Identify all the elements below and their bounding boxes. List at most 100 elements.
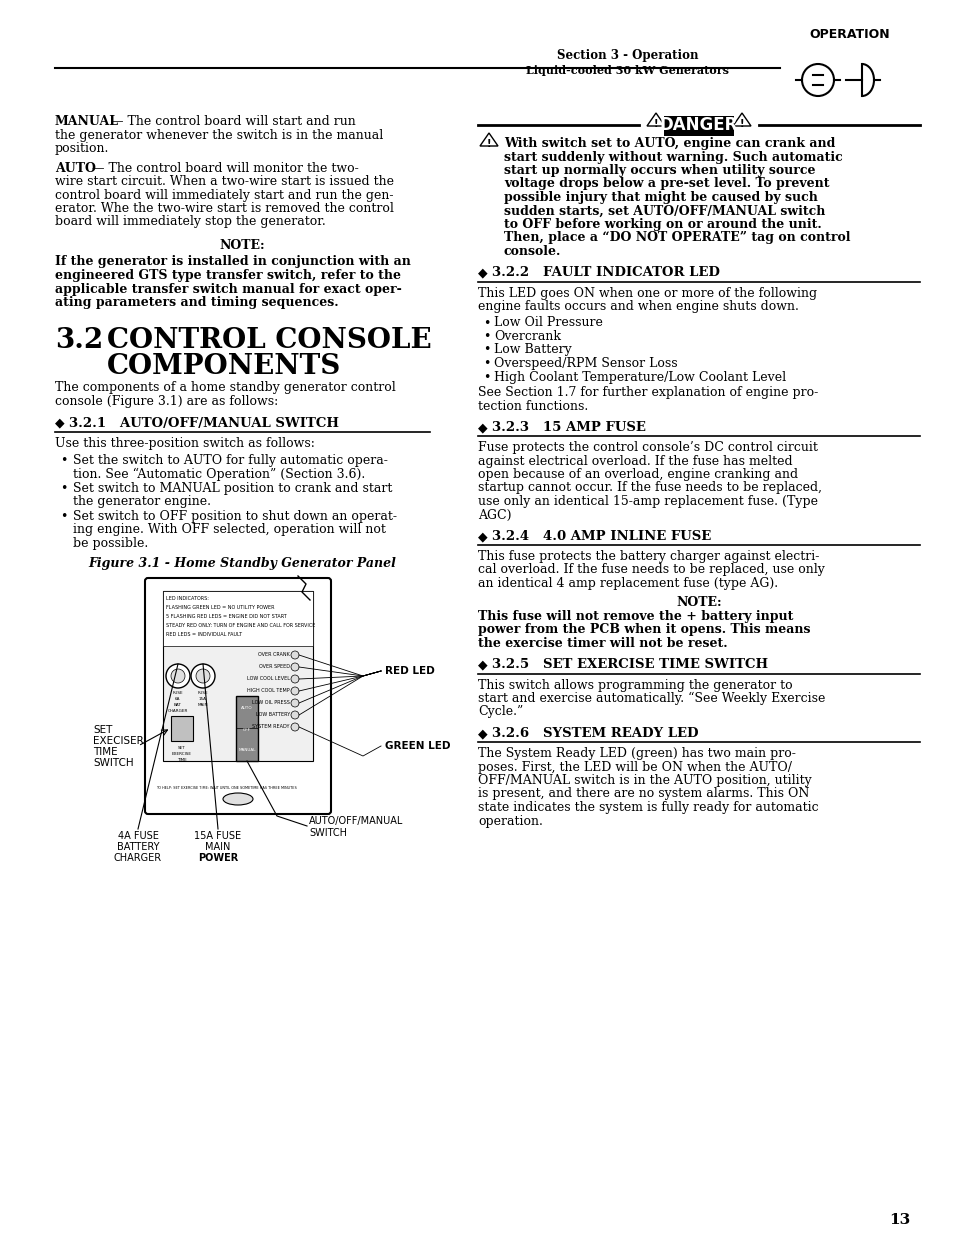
Text: If the generator is installed in conjunction with an: If the generator is installed in conjunc…: [55, 256, 411, 268]
Text: HIGH COOL TEMP: HIGH COOL TEMP: [247, 688, 290, 694]
Text: Fuse protects the control console’s DC control circuit: Fuse protects the control console’s DC c…: [477, 441, 817, 454]
Text: Set switch to MANUAL position to crank and start: Set switch to MANUAL position to crank a…: [73, 482, 392, 495]
Text: ating parameters and timing sequences.: ating parameters and timing sequences.: [55, 296, 338, 309]
Text: state indicates the system is fully ready for automatic: state indicates the system is fully read…: [477, 802, 818, 814]
Text: possible injury that might be caused by such: possible injury that might be caused by …: [503, 191, 817, 204]
Text: POWER: POWER: [197, 853, 238, 863]
Text: LOW OIL PRESS: LOW OIL PRESS: [252, 700, 290, 705]
Text: TO HELP: SET EXERCISE TIME: WAIT UNTIL ONE SOMETIME HAS THREE MINUTES: TO HELP: SET EXERCISE TIME: WAIT UNTIL O…: [156, 785, 296, 790]
Text: EXECISER: EXECISER: [92, 736, 144, 746]
Text: 13: 13: [888, 1213, 910, 1228]
Text: RED LEDS = INDIVIDUAL FAULT: RED LEDS = INDIVIDUAL FAULT: [166, 632, 242, 637]
Text: the exercise timer will not be reset.: the exercise timer will not be reset.: [477, 637, 727, 650]
Text: BATTERY: BATTERY: [116, 842, 159, 852]
Text: Use this three-position switch as follows:: Use this three-position switch as follow…: [55, 437, 314, 451]
Text: Liquid-cooled 30 kW Generators: Liquid-cooled 30 kW Generators: [526, 64, 729, 75]
Text: 6A: 6A: [175, 697, 180, 701]
Text: the generator whenever the switch is in the manual: the generator whenever the switch is in …: [55, 128, 383, 142]
Text: poses. First, the LED will be ON when the AUTO/: poses. First, the LED will be ON when th…: [477, 761, 791, 773]
Text: •: •: [482, 370, 490, 384]
Text: console.: console.: [503, 245, 560, 258]
Bar: [663, 116, 733, 136]
Text: applicable transfer switch manual for exact oper-: applicable transfer switch manual for ex…: [55, 283, 401, 295]
Text: 3.2.6   SYSTEM READY LED: 3.2.6 SYSTEM READY LED: [492, 727, 698, 740]
Text: MAIN: MAIN: [197, 703, 208, 706]
Text: OVER CRANK: OVER CRANK: [258, 652, 290, 657]
Polygon shape: [646, 112, 664, 126]
Text: ◆: ◆: [477, 530, 487, 543]
Text: With switch set to AUTO, engine can crank and: With switch set to AUTO, engine can cran…: [503, 137, 835, 149]
Text: use only an identical 15-amp replacement fuse. (Type: use only an identical 15-amp replacement…: [477, 495, 817, 508]
Text: The System Ready LED (green) has two main pro-: The System Ready LED (green) has two mai…: [477, 747, 795, 760]
Text: This fuse protects the battery charger against electri-: This fuse protects the battery charger a…: [477, 550, 819, 563]
Text: Low Oil Pressure: Low Oil Pressure: [494, 316, 602, 330]
Text: RED LED: RED LED: [385, 666, 435, 676]
Circle shape: [291, 699, 298, 706]
Text: NOTE:: NOTE:: [219, 240, 265, 252]
Text: COMPONENTS: COMPONENTS: [107, 353, 341, 380]
Text: CHARGER: CHARGER: [113, 853, 162, 863]
Circle shape: [191, 664, 214, 688]
Text: to OFF before working on or around the unit.: to OFF before working on or around the u…: [503, 219, 821, 231]
Text: — The control board will monitor the two-: — The control board will monitor the two…: [91, 162, 358, 174]
Text: This fuse will not remove the + battery input: This fuse will not remove the + battery …: [477, 610, 793, 622]
Text: GREEN LED: GREEN LED: [385, 741, 450, 751]
Text: See Section 1.7 for further explanation of engine pro-: See Section 1.7 for further explanation …: [477, 387, 818, 399]
Text: an identical 4 amp replacement fuse (type AG).: an identical 4 amp replacement fuse (typ…: [477, 577, 778, 590]
Text: Figure 3.1 - Home Standby Generator Panel: Figure 3.1 - Home Standby Generator Pane…: [89, 557, 396, 571]
Text: OPERATION: OPERATION: [809, 28, 889, 42]
Text: power from the PCB when it opens. This means: power from the PCB when it opens. This m…: [477, 624, 810, 636]
Circle shape: [171, 669, 185, 683]
Text: console (Figure 3.1) are as follows:: console (Figure 3.1) are as follows:: [55, 395, 278, 408]
Text: engine faults occurs and when engine shuts down.: engine faults occurs and when engine shu…: [477, 300, 798, 312]
Text: start suddenly without warning. Such automatic: start suddenly without warning. Such aut…: [503, 151, 841, 163]
Text: 3.2.2   FAULT INDICATOR LED: 3.2.2 FAULT INDICATOR LED: [492, 267, 720, 279]
Text: OVER SPEED: OVER SPEED: [258, 664, 290, 669]
Text: 3.2: 3.2: [55, 327, 103, 354]
Text: •: •: [60, 510, 68, 522]
Text: FLASHING GREEN LED = NO UTILITY POWER: FLASHING GREEN LED = NO UTILITY POWER: [166, 605, 274, 610]
Circle shape: [291, 687, 298, 695]
Text: !: !: [653, 119, 658, 128]
Circle shape: [291, 722, 298, 731]
Polygon shape: [479, 133, 497, 146]
Text: Cycle.”: Cycle.”: [477, 705, 522, 719]
Bar: [235, 697, 257, 761]
Text: Then, place a “DO NOT OPERATE” tag on control: Then, place a “DO NOT OPERATE” tag on co…: [503, 231, 850, 245]
Text: CONTROL CONSOLE: CONTROL CONSOLE: [107, 327, 431, 354]
Text: erator. Whe the two-wire start is removed the control: erator. Whe the two-wire start is remove…: [55, 203, 394, 215]
Text: control board will immediately start and run the gen-: control board will immediately start and…: [55, 189, 393, 201]
Text: Section 3 - Operation: Section 3 - Operation: [557, 48, 698, 62]
Text: MANUAL: MANUAL: [238, 748, 255, 752]
Text: AUTO: AUTO: [55, 162, 95, 174]
Text: ◆: ◆: [477, 267, 487, 279]
Text: engineered GTS type transfer switch, refer to the: engineered GTS type transfer switch, ref…: [55, 269, 400, 282]
Text: AUTO: AUTO: [241, 706, 253, 710]
Text: sudden starts, set AUTO/OFF/MANUAL switch: sudden starts, set AUTO/OFF/MANUAL switc…: [503, 205, 824, 217]
Text: Set the switch to AUTO for fully automatic opera-: Set the switch to AUTO for fully automat…: [73, 454, 388, 467]
Text: LOW BATTERY: LOW BATTERY: [255, 713, 290, 718]
Ellipse shape: [223, 793, 253, 805]
Text: NOTE:: NOTE:: [676, 595, 721, 609]
Text: Overcrank: Overcrank: [494, 330, 560, 343]
Text: 3.2.1   AUTO/OFF/MANUAL SWITCH: 3.2.1 AUTO/OFF/MANUAL SWITCH: [69, 416, 338, 430]
Text: This LED goes ON when one or more of the following: This LED goes ON when one or more of the…: [477, 287, 817, 300]
Text: SWITCH: SWITCH: [309, 827, 347, 839]
Text: 5 FLASHING RED LEDS = ENGINE DID NOT START: 5 FLASHING RED LEDS = ENGINE DID NOT STA…: [166, 614, 287, 619]
Text: •: •: [60, 482, 68, 495]
Text: is present, and there are no system alarms. This ON: is present, and there are no system alar…: [477, 788, 808, 800]
Text: SET: SET: [178, 746, 186, 750]
Text: BAT: BAT: [173, 703, 182, 706]
Text: SWITCH: SWITCH: [92, 758, 133, 768]
Text: MAIN: MAIN: [205, 842, 231, 852]
Text: ◆: ◆: [55, 416, 65, 430]
Circle shape: [195, 669, 210, 683]
Circle shape: [291, 676, 298, 683]
Text: operation.: operation.: [477, 815, 542, 827]
Text: !: !: [739, 119, 743, 128]
Text: SET: SET: [92, 725, 112, 735]
Text: board will immediately stop the generator.: board will immediately stop the generato…: [55, 215, 325, 228]
Text: !: !: [486, 140, 491, 149]
Text: start and exercise automatically. “See Weekly Exercise: start and exercise automatically. “See W…: [477, 692, 824, 705]
Text: 15A FUSE: 15A FUSE: [194, 831, 241, 841]
